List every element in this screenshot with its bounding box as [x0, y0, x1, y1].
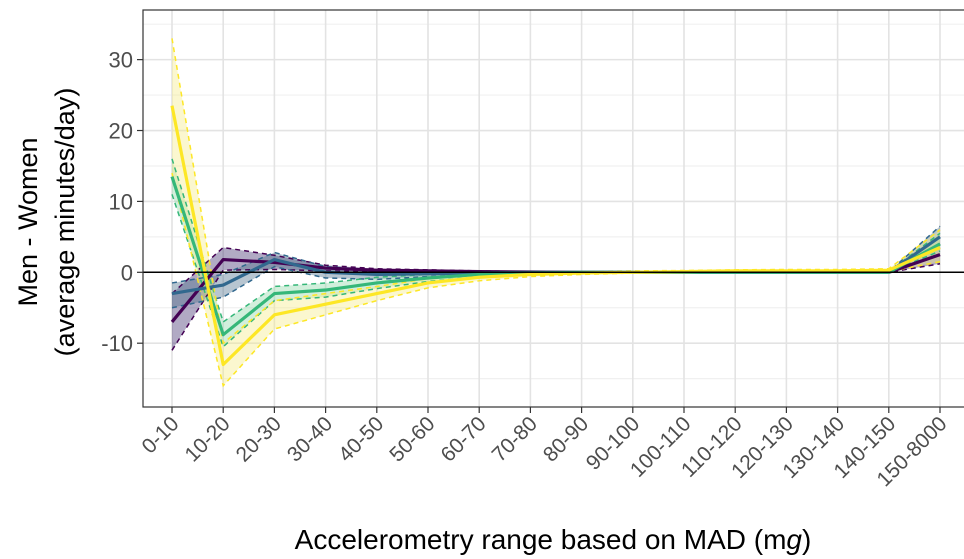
x-axis-ticks: 0-1010-2020-3030-4040-5050-6060-7070-808… [138, 407, 952, 491]
x-tick-label: 20-30 [232, 412, 286, 466]
y-tick-label: 10 [109, 189, 133, 214]
x-tick-label: 10-20 [180, 412, 234, 466]
x-tick-label: 60-70 [436, 412, 490, 466]
confidence-band [172, 38, 940, 386]
series-line [170, 105, 941, 367]
x-tick-label: 50-60 [385, 412, 439, 466]
x-tick-label: 30-40 [283, 412, 337, 466]
y-axis-ticks: -10 0 10 20 30 [101, 48, 143, 356]
y-axis-title-line1: Men - Women [13, 137, 43, 306]
plot-panel [143, 10, 964, 407]
y-tick-label: -10 [101, 331, 133, 356]
grid-major [143, 10, 964, 407]
x-tick-label: 40-50 [334, 412, 388, 466]
y-axis-title-line2: (average minutes/day) [50, 88, 80, 357]
y-tick-label: 20 [109, 119, 133, 144]
y-tick-label: 30 [109, 48, 133, 73]
x-tick-label: 0-10 [138, 412, 184, 458]
plot-border [142, 9, 964, 408]
grid-minor [143, 23, 964, 380]
x-tick-label: 70-80 [488, 412, 542, 466]
x-axis-title: Accelerometry range based on MAD (mg) [295, 524, 812, 555]
y-tick-label: 0 [121, 260, 133, 285]
